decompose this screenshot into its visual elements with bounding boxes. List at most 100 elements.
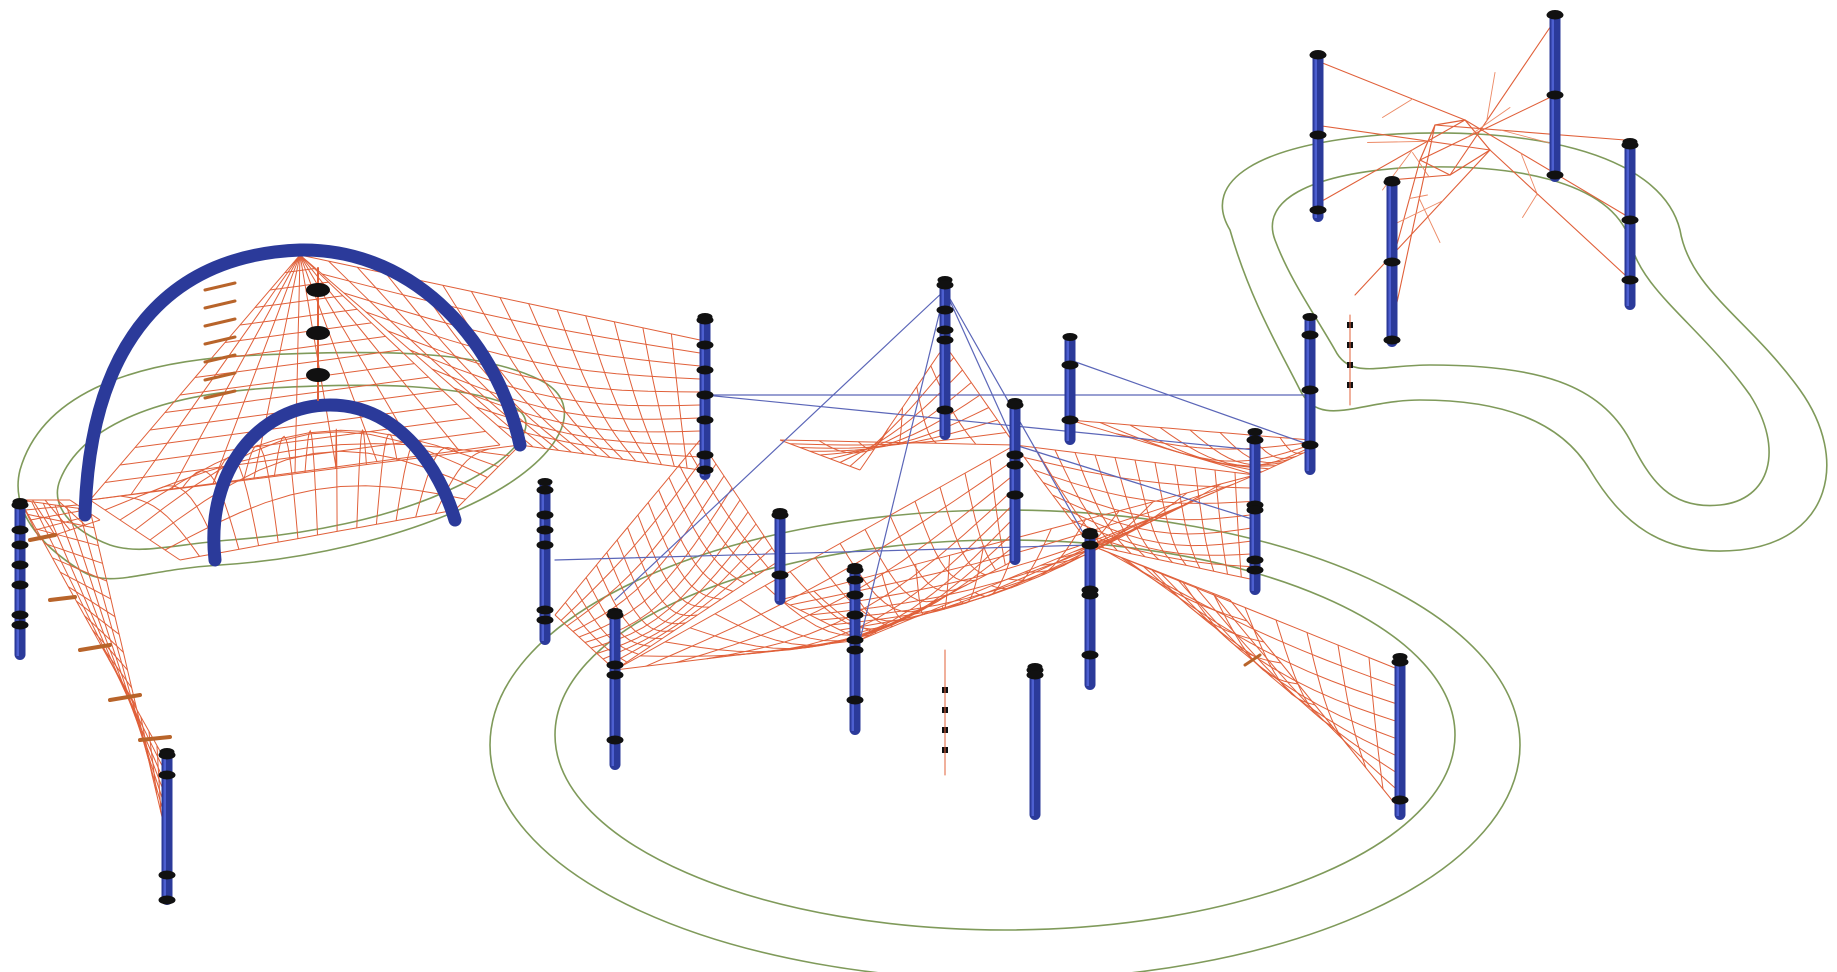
tension-cables (554, 289, 1311, 641)
post-collar (536, 540, 554, 550)
climbing-post (1621, 138, 1639, 310)
net-strand (1124, 558, 1401, 706)
post-collar (696, 415, 714, 425)
climbing-posts (11, 10, 1639, 905)
post-collar (536, 510, 554, 520)
net-strand (645, 458, 1016, 667)
net-strand (849, 535, 1111, 636)
climbing-post (158, 748, 176, 905)
post-collar (1006, 400, 1024, 410)
post-highlight (776, 514, 779, 601)
post-collar (1546, 170, 1564, 180)
net-strand (706, 487, 1016, 660)
net-strand (1142, 565, 1401, 723)
post-collar (1081, 650, 1099, 660)
post-collar (1006, 450, 1024, 460)
inner-arch-tube (207, 398, 462, 567)
net-strand (818, 440, 875, 454)
net-strand (29, 509, 86, 521)
post-highlight (541, 484, 544, 641)
net-strand (519, 444, 701, 471)
side-ladder-net (19, 499, 166, 831)
net-strand (148, 731, 158, 795)
net-strand (1214, 469, 1228, 575)
climbing-post (1246, 428, 1264, 595)
star-net-strand (1419, 124, 1436, 161)
safety-zone-outlines (17, 132, 1828, 972)
net-strand (335, 428, 338, 532)
post-collar (1006, 460, 1024, 470)
central-net-west (554, 439, 781, 671)
net-strand (100, 644, 133, 689)
ladder-rung (203, 371, 237, 382)
dome-to-post-net (299, 254, 701, 471)
net-strand (1213, 594, 1299, 685)
climbing-post (936, 276, 954, 440)
tension-cable (554, 544, 1091, 561)
post-collar (1081, 540, 1099, 550)
climbing-post (1546, 10, 1564, 182)
net-strand (1194, 585, 1401, 776)
star-net-strand (1412, 152, 1430, 178)
net-strand (1052, 494, 1256, 535)
post-collar (158, 750, 176, 760)
rope-ladders (28, 267, 1353, 776)
net-strand (1275, 619, 1333, 727)
post-collar (1309, 50, 1327, 60)
net-strand (596, 523, 757, 654)
post-collar (536, 485, 554, 495)
star-net-strand (1464, 119, 1626, 216)
net-strand (149, 450, 477, 541)
net-strand (647, 502, 722, 600)
net-strand (89, 444, 521, 501)
star-net-strand (1314, 119, 1466, 206)
post-collar (11, 540, 29, 550)
central-zone-outer-outline (489, 509, 1521, 972)
central-net-main (614, 444, 1016, 671)
net-strand (253, 254, 301, 479)
net-strand (859, 559, 1016, 641)
post-collar (696, 315, 714, 325)
post-collar (936, 305, 954, 315)
net-strand (1229, 599, 1401, 811)
post-shaft (774, 510, 786, 605)
net-strand (676, 473, 1016, 663)
central-net-east (1014, 444, 1256, 581)
net-strand (608, 547, 773, 665)
star-net-strand (1367, 140, 1430, 143)
post-collar (846, 645, 864, 655)
net-strand (1212, 592, 1401, 793)
post-highlight (611, 614, 614, 766)
net-strand (431, 368, 701, 420)
star-net-strand (1419, 94, 1556, 161)
post-highlight (1066, 339, 1069, 441)
post-collar (1026, 670, 1044, 680)
net-strand (409, 349, 701, 407)
net-strand (572, 475, 725, 632)
star-net-strand (1314, 59, 1466, 121)
post-collar (1309, 130, 1327, 140)
post-collar (771, 570, 789, 580)
star-net-strand (1314, 124, 1491, 151)
post-collar (1246, 435, 1264, 445)
star-net-strand (1434, 124, 1626, 141)
ladder-rung (1243, 653, 1262, 667)
net-strand (819, 509, 1173, 621)
net-strand (453, 387, 701, 433)
star-net-strand (1489, 149, 1626, 276)
net-strand (1089, 544, 1401, 671)
post-collar (158, 870, 176, 880)
star-net-strand (1501, 129, 1558, 146)
post-collar (11, 610, 29, 620)
star-net-strand (1434, 119, 1466, 126)
ladder-rung (203, 353, 237, 364)
post-highlight (1086, 534, 1089, 686)
net-strand (1162, 444, 1311, 462)
ladder-rung (138, 735, 172, 742)
post-collar (1383, 177, 1401, 187)
climbing-post (1309, 50, 1327, 222)
post-highlight (16, 504, 19, 656)
post-collar (846, 565, 864, 575)
post-collar (696, 365, 714, 375)
net-strand (130, 254, 301, 495)
